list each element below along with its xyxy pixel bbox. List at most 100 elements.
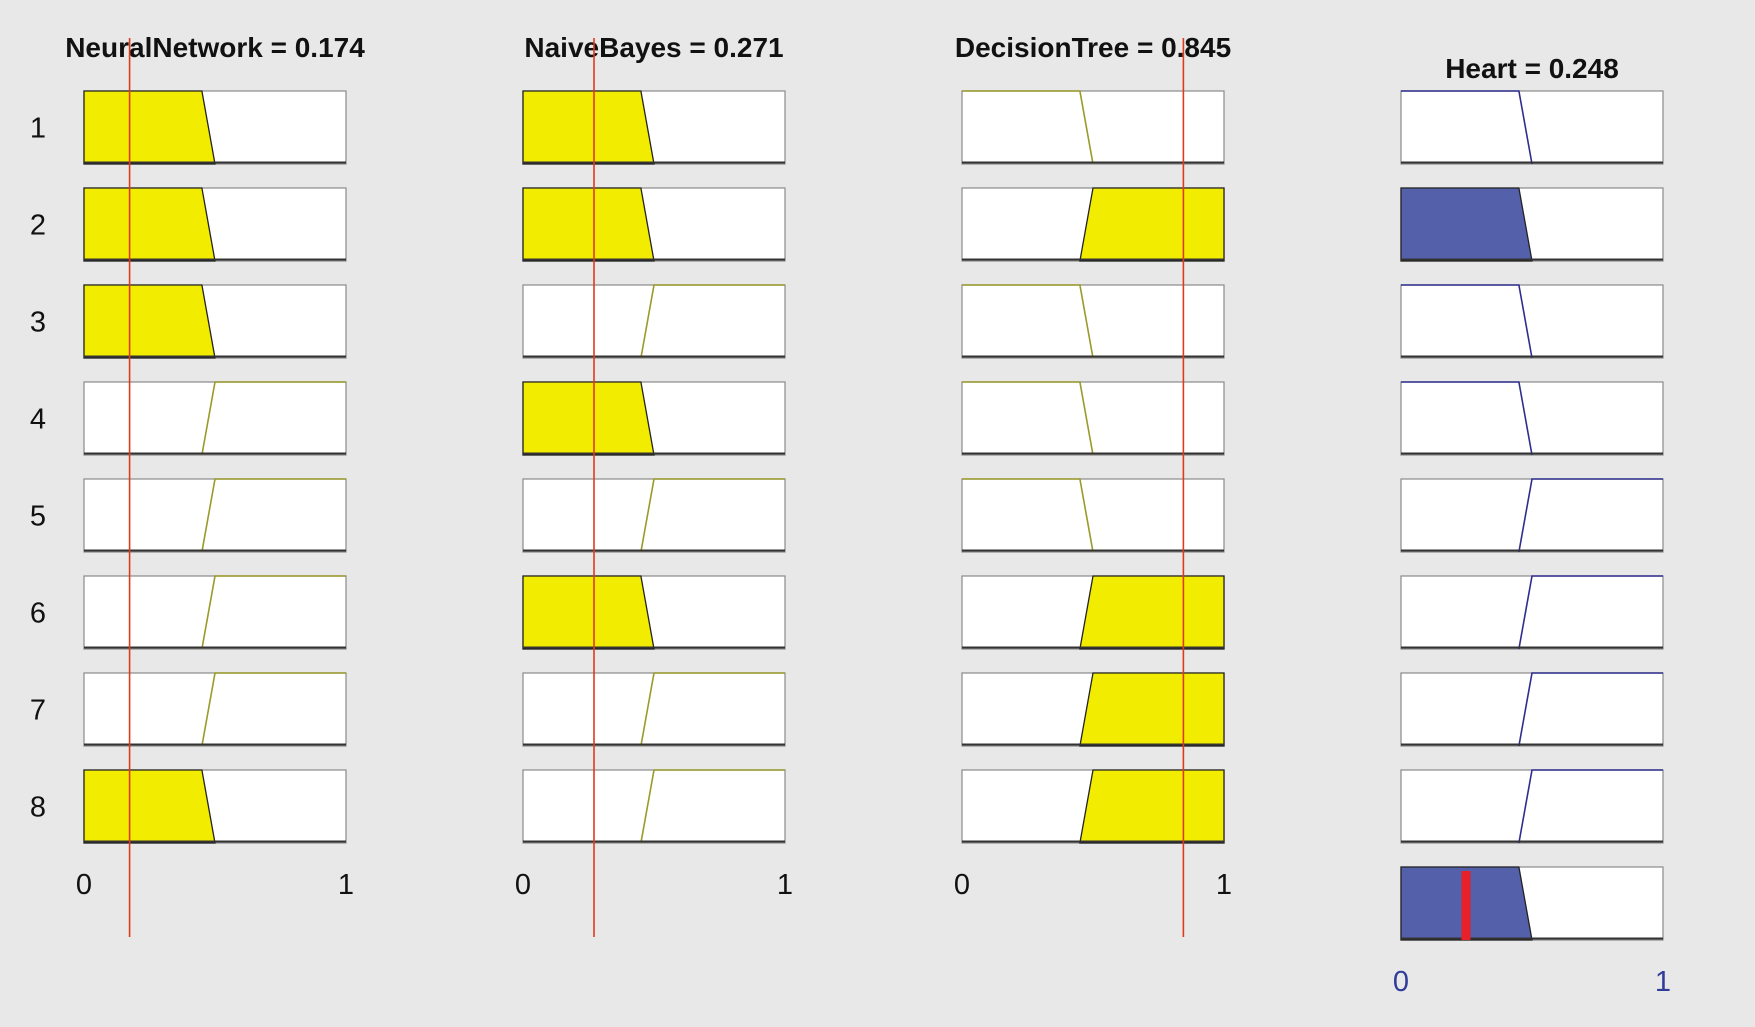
output-aggregate <box>1400 866 1664 941</box>
input-1-rule-1-membership-area <box>83 90 216 165</box>
input-title: NaiveBayes = 0.271 <box>524 32 783 63</box>
x-tick-min: 0 <box>76 869 92 901</box>
input-3-rule-7 <box>961 672 1225 747</box>
output-rule-4-frame <box>1400 381 1664 456</box>
input-1-rule-5-membership-curve <box>201 478 346 553</box>
input-1-rule-7-membership-curve <box>201 672 346 747</box>
input-3-rule-3-frame <box>961 284 1225 359</box>
input-2-rule-1-membership-area <box>522 90 655 165</box>
output-rule-3-membership-curve <box>1401 284 1533 359</box>
output-rule-3 <box>1400 284 1664 359</box>
input-3-rule-4 <box>961 381 1225 456</box>
output-rule-8-frame <box>1400 769 1664 844</box>
input-1-rule-4 <box>83 381 347 456</box>
input-2-rule-5-membership-curve <box>640 478 785 553</box>
input-2-rule-8 <box>522 769 786 844</box>
rule-label-1: 1 <box>30 113 46 145</box>
output-x-tick-min: 0 <box>1393 966 1409 998</box>
x-tick-min: 0 <box>515 869 531 901</box>
input-2-rule-3-membership-curve <box>640 284 785 359</box>
output-title: Heart = 0.248 <box>1445 53 1619 84</box>
input-1-rule-5-frame <box>83 478 347 553</box>
input-2-rule-4-membership-area <box>522 381 655 456</box>
input-1-rule-3-membership-area <box>83 284 216 359</box>
input-2-rule-7-frame <box>522 672 786 747</box>
output-rule-8-membership-curve <box>1518 769 1663 844</box>
output-rule-1-frame <box>1400 90 1664 165</box>
output-rule-5-frame <box>1400 478 1664 553</box>
input-2-rule-4 <box>522 381 786 456</box>
input-3-rule-5-frame <box>961 478 1225 553</box>
output-rule-6-membership-curve <box>1518 575 1663 650</box>
output-rule-5-membership-curve <box>1518 478 1663 553</box>
input-1-rule-6-frame <box>83 575 347 650</box>
output-rule-6 <box>1400 575 1664 650</box>
x-tick-min: 0 <box>954 869 970 901</box>
input-2-rule-2-membership-area <box>522 187 655 262</box>
input-1-rule-2-membership-area <box>83 187 216 262</box>
input-3-rule-6 <box>961 575 1225 650</box>
input-column-3: DecisionTree = 0.845 0 1 <box>954 32 1232 937</box>
x-tick-max: 1 <box>338 869 354 901</box>
output-rule-2 <box>1400 187 1664 262</box>
output-rule-6-frame <box>1400 575 1664 650</box>
input-1-rule-6-membership-curve <box>201 575 346 650</box>
input-2-rule-5-frame <box>522 478 786 553</box>
output-x-tick-max: 1 <box>1655 966 1671 998</box>
input-2-rule-8-membership-curve <box>640 769 785 844</box>
output-rule-8 <box>1400 769 1664 844</box>
input-2-rule-3-frame <box>522 284 786 359</box>
output-column: Heart = 0.248 0 1 <box>1393 53 1671 998</box>
input-1-rule-4-membership-curve <box>201 381 346 456</box>
input-2-rule-8-frame <box>522 769 786 844</box>
input-3-rule-7-membership-area <box>1079 672 1225 747</box>
output-rule-7-frame <box>1400 672 1664 747</box>
input-3-rule-2 <box>961 187 1225 262</box>
output-rule-1 <box>1400 90 1664 165</box>
input-title: DecisionTree = 0.845 <box>955 32 1231 63</box>
rule-label-5: 5 <box>30 501 46 533</box>
rule-number-labels: 1 2 3 4 5 6 7 8 <box>30 113 46 824</box>
input-1-rule-2 <box>83 187 347 262</box>
input-2-rule-3 <box>522 284 786 359</box>
input-3-rule-4-membership-curve <box>962 381 1094 456</box>
output-rule-1-membership-curve <box>1401 90 1533 165</box>
input-3-rule-8-membership-area <box>1079 769 1225 844</box>
x-tick-max: 1 <box>777 869 793 901</box>
output-rule-4-membership-curve <box>1401 381 1533 456</box>
x-tick-max: 1 <box>1216 869 1232 901</box>
input-3-rule-3 <box>961 284 1225 359</box>
input-3-rule-1-membership-curve <box>962 90 1094 165</box>
input-1-rule-1 <box>83 90 347 165</box>
input-1-rule-7-frame <box>83 672 347 747</box>
output-rule-7-membership-curve <box>1518 672 1663 747</box>
input-1-rule-8 <box>83 769 347 844</box>
input-3-rule-6-membership-area <box>1079 575 1225 650</box>
input-2-rule-6-membership-area <box>522 575 655 650</box>
input-column-2: NaiveBayes = 0.271 0 1 <box>515 32 793 937</box>
output-rule-2-membership-area <box>1400 187 1533 262</box>
input-1-rule-6 <box>83 575 347 650</box>
input-1-rule-8-membership-area <box>83 769 216 844</box>
input-1-rule-7 <box>83 672 347 747</box>
rule-label-2: 2 <box>30 210 46 242</box>
output-rule-4 <box>1400 381 1664 456</box>
rule-label-8: 8 <box>30 792 46 824</box>
input-2-rule-7-membership-curve <box>640 672 785 747</box>
output-rule-5 <box>1400 478 1664 553</box>
input-1-rule-4-frame <box>83 381 347 456</box>
input-2-rule-1 <box>522 90 786 165</box>
input-3-rule-5-membership-curve <box>962 478 1094 553</box>
output-rule-7 <box>1400 672 1664 747</box>
input-2-rule-5 <box>522 478 786 553</box>
input-2-rule-7 <box>522 672 786 747</box>
input-column-1: NeuralNetwork = 0.174 0 1 <box>65 32 365 937</box>
rule-label-3: 3 <box>30 307 46 339</box>
rule-label-4: 4 <box>30 404 46 436</box>
rule-label-7: 7 <box>30 695 46 727</box>
input-3-rule-4-frame <box>961 381 1225 456</box>
input-1-rule-5 <box>83 478 347 553</box>
input-2-rule-2 <box>522 187 786 262</box>
